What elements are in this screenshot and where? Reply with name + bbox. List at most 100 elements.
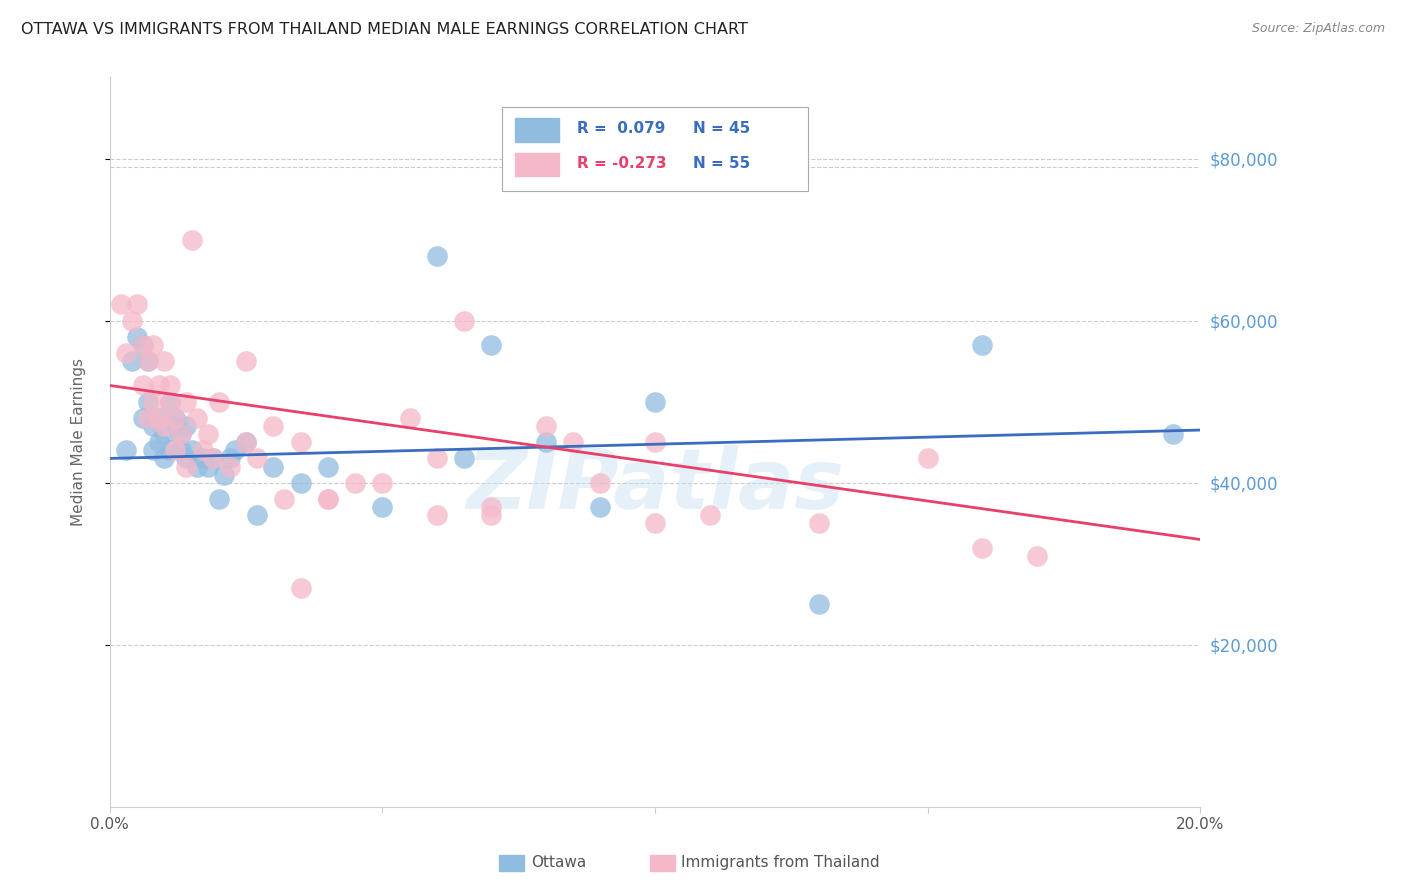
Point <box>214 467 236 482</box>
Point <box>453 451 475 466</box>
Point <box>136 394 159 409</box>
Point <box>534 435 557 450</box>
Point <box>589 475 612 490</box>
Point <box>208 394 231 409</box>
Point <box>262 419 284 434</box>
Point <box>165 419 187 434</box>
Point <box>148 410 170 425</box>
Point <box>121 354 143 368</box>
Point <box>208 491 231 506</box>
Point <box>235 435 257 450</box>
Point <box>159 394 181 409</box>
Point <box>197 459 219 474</box>
Point <box>186 459 208 474</box>
Point <box>202 451 225 466</box>
Text: N = 45: N = 45 <box>693 121 751 136</box>
Point <box>246 508 269 523</box>
Point <box>186 410 208 425</box>
Point <box>174 459 197 474</box>
Point <box>159 443 181 458</box>
Point <box>153 354 176 368</box>
Point <box>131 338 153 352</box>
Bar <box>516 153 560 176</box>
Point <box>191 451 214 466</box>
Point <box>153 427 176 442</box>
Point <box>121 313 143 327</box>
Point <box>699 508 721 523</box>
Text: R = -0.273: R = -0.273 <box>576 156 666 171</box>
Point <box>148 435 170 450</box>
Point <box>224 443 246 458</box>
Point <box>316 491 339 506</box>
Point <box>142 419 165 434</box>
Point <box>165 443 187 458</box>
Point <box>917 451 939 466</box>
Point <box>644 435 666 450</box>
Text: ZIPatlas: ZIPatlas <box>465 445 844 526</box>
Point <box>1161 427 1184 442</box>
Point <box>426 508 449 523</box>
Point <box>218 459 240 474</box>
Point <box>481 508 503 523</box>
Point <box>290 435 312 450</box>
Point <box>136 354 159 368</box>
Point <box>972 338 994 352</box>
Point <box>481 338 503 352</box>
Point <box>398 410 420 425</box>
Point <box>235 354 257 368</box>
Point <box>142 338 165 352</box>
Point <box>534 419 557 434</box>
Point <box>127 297 149 311</box>
Point <box>165 410 187 425</box>
Point <box>972 541 994 555</box>
Point <box>273 491 295 506</box>
Point <box>589 500 612 514</box>
Text: N = 55: N = 55 <box>693 156 751 171</box>
Point <box>180 233 202 247</box>
Text: OTTAWA VS IMMIGRANTS FROM THAILAND MEDIAN MALE EARNINGS CORRELATION CHART: OTTAWA VS IMMIGRANTS FROM THAILAND MEDIA… <box>21 22 748 37</box>
Point <box>218 451 240 466</box>
Point <box>290 475 312 490</box>
Point <box>110 297 132 311</box>
Point <box>142 443 165 458</box>
Point <box>148 410 170 425</box>
Point <box>1025 549 1047 563</box>
Point <box>159 394 181 409</box>
Point <box>170 427 193 442</box>
Point <box>174 451 197 466</box>
Point <box>136 410 159 425</box>
Point <box>807 516 830 531</box>
Point <box>262 459 284 474</box>
Point <box>142 394 165 409</box>
Point <box>136 354 159 368</box>
Point <box>174 419 197 434</box>
Point <box>180 443 202 458</box>
Point <box>371 500 394 514</box>
Point <box>153 419 176 434</box>
Point <box>202 451 225 466</box>
Text: Source: ZipAtlas.com: Source: ZipAtlas.com <box>1251 22 1385 36</box>
Y-axis label: Median Male Earnings: Median Male Earnings <box>72 359 86 526</box>
Point <box>235 435 257 450</box>
Point <box>170 427 193 442</box>
Point <box>481 500 503 514</box>
Point <box>165 410 187 425</box>
Point <box>426 451 449 466</box>
Bar <box>516 119 560 142</box>
Point <box>197 427 219 442</box>
Point <box>191 443 214 458</box>
Point <box>115 346 138 360</box>
Point <box>316 491 339 506</box>
Point <box>426 249 449 263</box>
Point <box>159 378 181 392</box>
Point <box>170 443 193 458</box>
Point <box>644 394 666 409</box>
Point <box>131 378 153 392</box>
Point <box>807 598 830 612</box>
Point <box>371 475 394 490</box>
Text: R =  0.079: R = 0.079 <box>576 121 665 136</box>
Point <box>127 330 149 344</box>
Point <box>131 338 153 352</box>
Point <box>153 451 176 466</box>
Point <box>148 378 170 392</box>
